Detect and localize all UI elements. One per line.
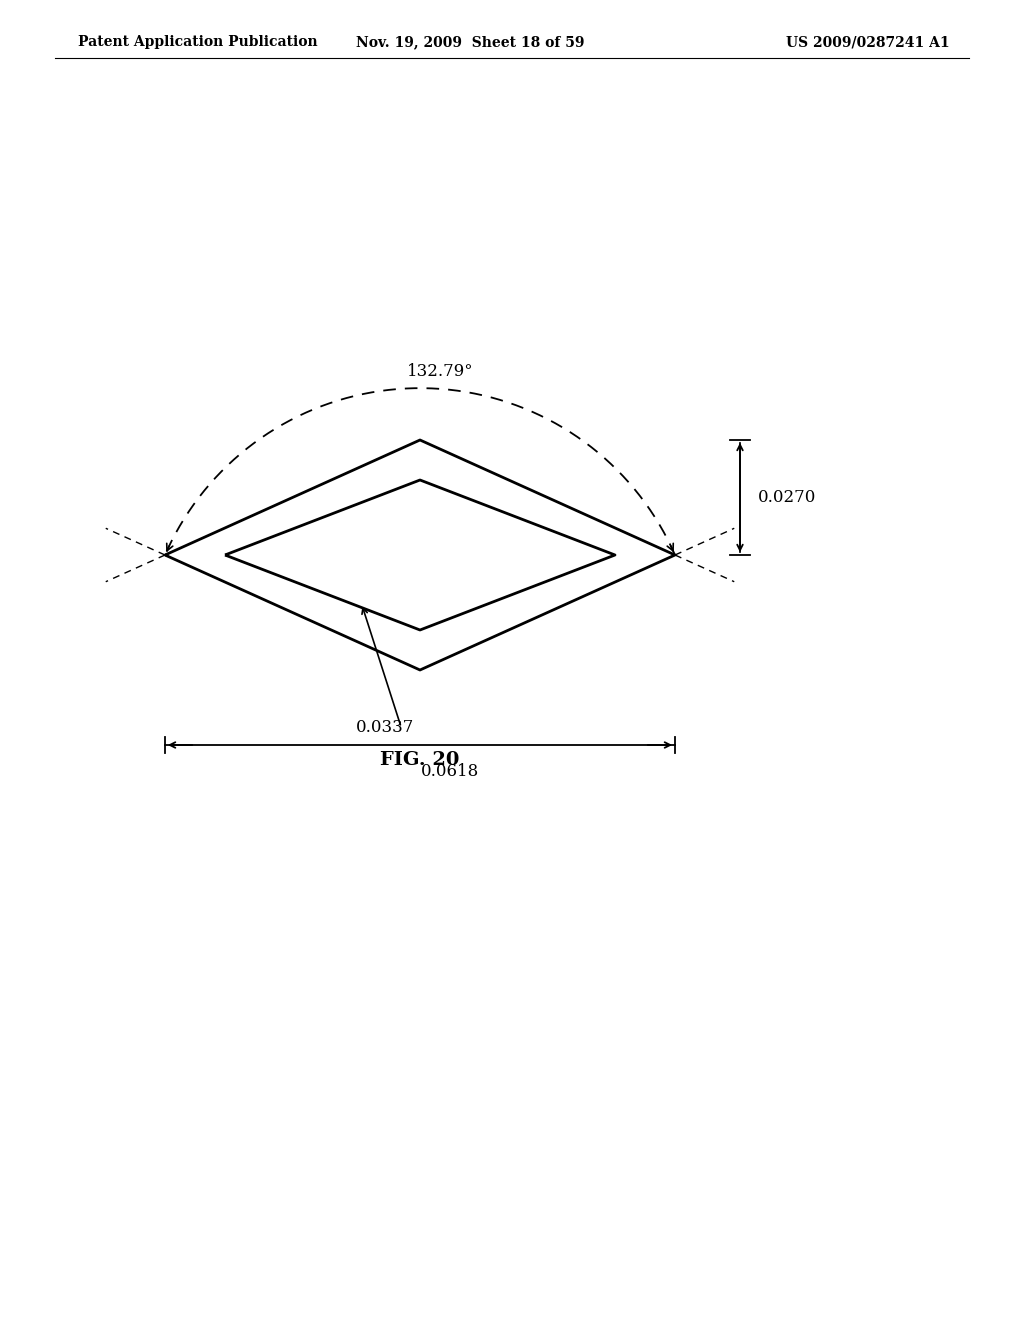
Text: 0.0337: 0.0337: [356, 719, 415, 737]
Text: 0.0270: 0.0270: [758, 488, 816, 506]
Text: US 2009/0287241 A1: US 2009/0287241 A1: [786, 36, 950, 49]
Text: 0.0618: 0.0618: [421, 763, 479, 780]
Text: Patent Application Publication: Patent Application Publication: [78, 36, 317, 49]
Text: Nov. 19, 2009  Sheet 18 of 59: Nov. 19, 2009 Sheet 18 of 59: [355, 36, 585, 49]
Text: 132.79°: 132.79°: [407, 363, 473, 380]
Text: FIG. 20: FIG. 20: [380, 751, 460, 770]
